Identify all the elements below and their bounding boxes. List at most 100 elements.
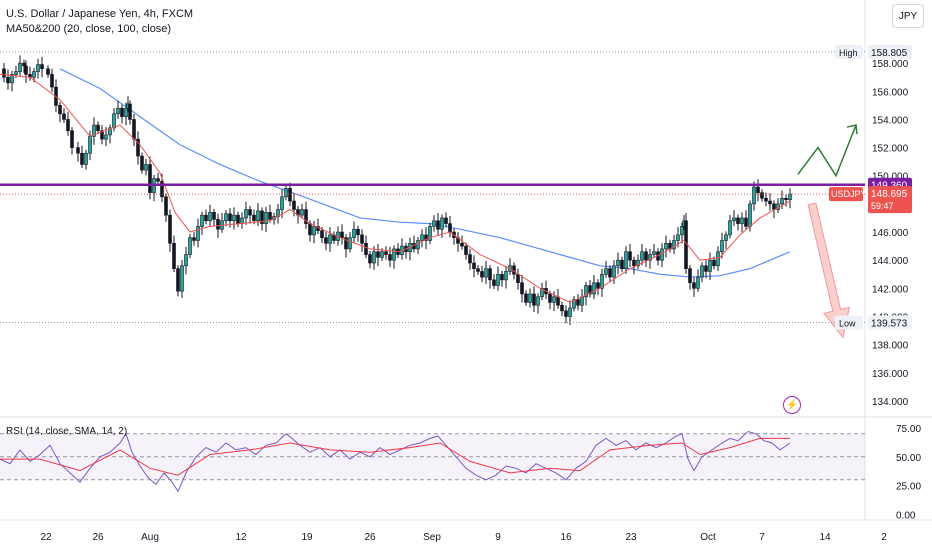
rsi-ma-line — [0, 437, 790, 476]
candle-up — [10, 74, 14, 84]
candle-up — [604, 268, 608, 275]
high-price-badge — [868, 44, 912, 59]
candle-down — [548, 293, 552, 303]
candle-up — [380, 251, 384, 258]
high-tag-badge — [835, 44, 863, 59]
rsi-tick-label: 50.00 — [896, 453, 921, 464]
candle-up — [124, 107, 128, 117]
last-price-value: 148.695 — [871, 189, 908, 200]
candle-down — [712, 259, 716, 267]
time-tick-label: Aug — [141, 532, 159, 543]
ma-indicator-label[interactable]: MA50&200 (20, close, 100, close) — [6, 23, 172, 35]
candle-up — [752, 186, 756, 205]
candle-down — [444, 217, 448, 224]
candle-up — [284, 188, 288, 198]
candle-down — [608, 268, 612, 278]
lightning-icon[interactable]: ⚡ — [783, 396, 801, 414]
candle-down — [760, 192, 764, 199]
candle-down — [628, 251, 632, 261]
candle-down — [268, 212, 272, 220]
candle-up — [568, 307, 572, 317]
candle-up — [592, 282, 596, 295]
candle-down — [308, 223, 312, 236]
time-tick-label: 26 — [92, 532, 104, 543]
candle-up — [720, 240, 724, 253]
candle-down — [2, 68, 6, 78]
time-tick-label: 14 — [819, 532, 831, 543]
candle-down — [50, 74, 54, 88]
candle-up — [696, 276, 700, 289]
candle-down — [688, 268, 692, 284]
candle-up — [680, 226, 684, 236]
candle-up — [432, 220, 436, 227]
candle-up — [724, 234, 728, 241]
candle-up — [224, 213, 228, 222]
time-tick-label: Oct — [700, 532, 716, 543]
candle-down — [24, 65, 28, 75]
candle-down — [140, 155, 144, 171]
price-axis[interactable]: 158.000156.000154.000152.000150.000148.0… — [829, 44, 921, 521]
price-tick-label: 158.000 — [872, 59, 909, 70]
candle-down — [576, 299, 580, 306]
candle-down — [736, 217, 740, 224]
candle-down — [46, 68, 50, 75]
rsi-indicator-label[interactable]: RSI (14, close, SMA, 14, 2) — [6, 426, 128, 437]
candle-up — [536, 296, 540, 306]
candle-down — [260, 210, 264, 224]
rsi-tick-label: 25.00 — [896, 482, 921, 493]
candle-up — [312, 226, 316, 236]
low-tag-label: Low — [839, 318, 856, 328]
candle-down — [212, 212, 216, 220]
candlesticks — [2, 55, 792, 326]
candle-up — [348, 237, 352, 250]
candle-down — [58, 105, 62, 115]
candle-down — [364, 242, 368, 255]
candle-down — [532, 293, 536, 306]
candle-up — [116, 107, 120, 115]
candle-up — [352, 228, 356, 238]
currency-button[interactable]: JPY — [892, 4, 924, 28]
candle-down — [6, 76, 10, 84]
candle-up — [232, 214, 236, 222]
time-tick-label: 16 — [560, 532, 572, 543]
candle-down — [744, 217, 748, 227]
time-tick-label: 12 — [235, 532, 247, 543]
candle-up — [188, 237, 192, 255]
rsi-tick-label: 0.00 — [896, 510, 916, 521]
candle-down — [248, 209, 252, 216]
candle-down — [304, 209, 308, 224]
candle-up — [92, 124, 96, 137]
candle-up — [200, 214, 204, 227]
rsi-tick-label: 75.00 — [896, 424, 921, 435]
time-tick-label: 23 — [625, 532, 637, 543]
time-tick-label: 19 — [301, 532, 313, 543]
candle-down — [40, 64, 44, 70]
candle-up — [420, 234, 424, 241]
candle-up — [440, 217, 444, 230]
time-tick-label: 2 — [881, 532, 887, 543]
candle-down — [476, 268, 480, 272]
candle-down — [192, 237, 196, 241]
candle-down — [172, 242, 176, 269]
price-tick-label: 144.000 — [872, 256, 909, 267]
candle-up — [184, 254, 188, 267]
candle-up — [180, 265, 184, 292]
candle-up — [780, 197, 784, 205]
candle-up — [788, 193, 792, 200]
candle-up — [108, 127, 112, 136]
candle-down — [136, 138, 140, 157]
candle-down — [216, 219, 220, 230]
candle-down — [70, 130, 74, 148]
candle-down — [764, 197, 768, 202]
candle-up — [728, 220, 732, 236]
price-tick-label: 142.000 — [872, 284, 909, 295]
ma-fast-line — [0, 73, 791, 303]
candle-up — [280, 196, 284, 210]
candle-down — [236, 214, 240, 224]
time-axis[interactable]: 22 26 Aug 12 19 26 Sep 9 16 23 Oct 7 14 2 — [40, 532, 887, 543]
candle-down — [204, 214, 208, 222]
candle-up — [740, 217, 744, 224]
candle-down — [22, 62, 26, 67]
candle-down — [120, 107, 124, 117]
